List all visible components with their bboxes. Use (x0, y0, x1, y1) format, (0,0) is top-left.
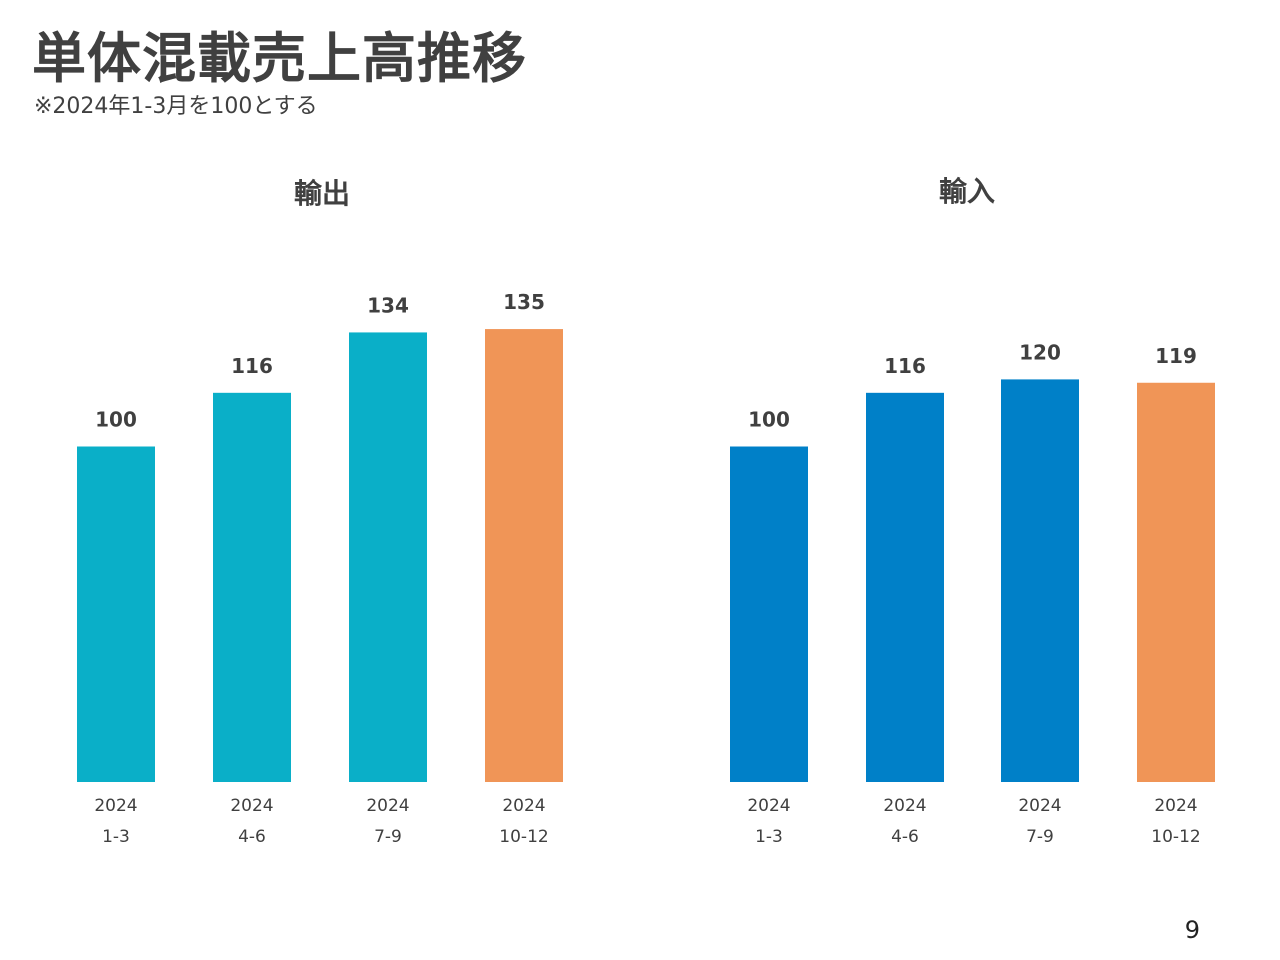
export-tick-period-2: 4-6 (238, 827, 266, 847)
page-number: 9 (1184, 916, 1200, 944)
import-bar-4 (1137, 382, 1215, 782)
export-data-label-3: 134 (367, 293, 409, 317)
export-tick-year-1: 2024 (94, 796, 137, 816)
export-bar-4 (485, 329, 563, 782)
export-tick-period-3: 7-9 (374, 827, 402, 847)
export-tick-year-2: 2024 (230, 796, 273, 816)
import-chart-title: 輸入 (938, 175, 995, 208)
export-data-label-1: 100 (95, 408, 137, 432)
export-tick-period-1: 1-3 (102, 827, 130, 847)
import-tick-period-2: 4-6 (891, 827, 919, 847)
import-bar-2 (866, 392, 944, 782)
export-bar-3 (349, 332, 427, 782)
import-data-label-4: 119 (1155, 344, 1197, 368)
import-tick-year-1: 2024 (747, 796, 790, 816)
export-tick-year-3: 2024 (366, 796, 409, 816)
export-chart-title: 輸出 (293, 177, 350, 210)
page-title: 単体混載売上高推移 (32, 27, 527, 90)
import-bar-1 (730, 446, 808, 782)
export-tick-year-4: 2024 (502, 796, 545, 816)
import-data-label-3: 120 (1019, 340, 1061, 364)
export-bar-2 (213, 392, 291, 782)
export-bar-1 (77, 446, 155, 782)
import-tick-period-4: 10-12 (1151, 827, 1200, 847)
export-data-label-4: 135 (503, 290, 545, 314)
import-tick-year-2: 2024 (883, 796, 926, 816)
export-tick-period-4: 10-12 (499, 827, 548, 847)
import-data-label-1: 100 (748, 408, 790, 432)
import-data-label-2: 116 (884, 354, 926, 378)
import-tick-year-3: 2024 (1018, 796, 1061, 816)
import-tick-period-1: 1-3 (755, 827, 783, 847)
import-bar-3 (1001, 379, 1079, 782)
import-tick-year-4: 2024 (1154, 796, 1197, 816)
page-subtitle: ※2024年1-3月を100とする (34, 94, 318, 119)
import-tick-period-3: 7-9 (1026, 827, 1054, 847)
export-data-label-2: 116 (231, 354, 273, 378)
